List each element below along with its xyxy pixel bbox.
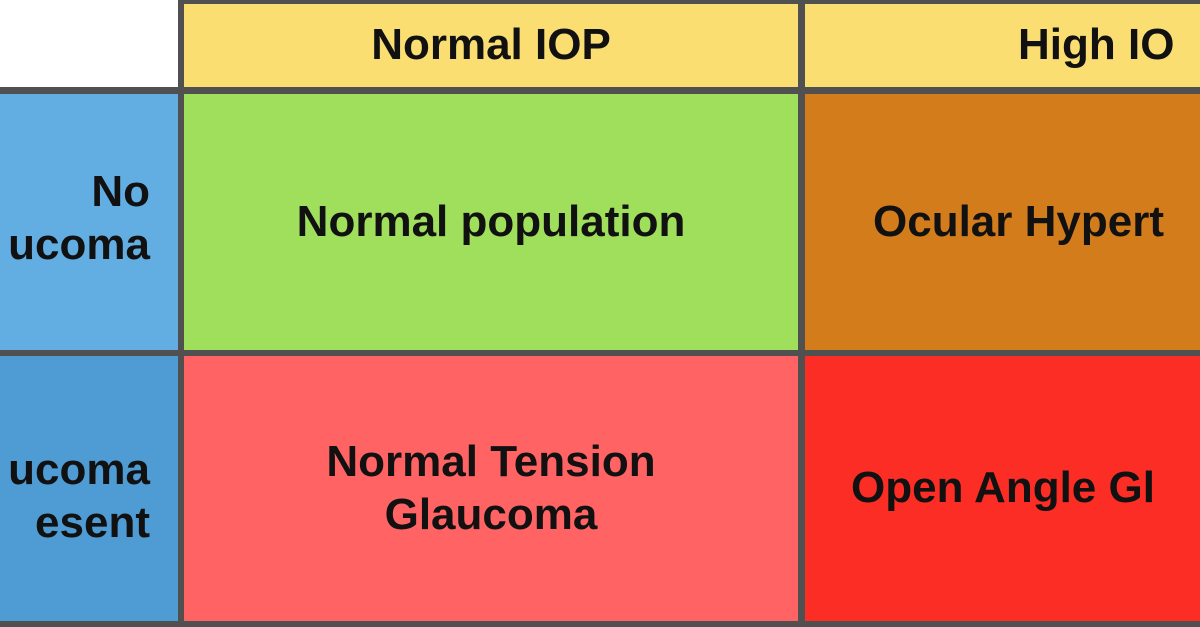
cell-label: Normal population	[296, 196, 686, 246]
column-header-label: Normal IOP	[371, 20, 611, 70]
row-header-line: No	[91, 167, 150, 216]
row-header-line: ucoma	[8, 445, 150, 494]
cell-label-line: Normal Tension	[326, 436, 656, 486]
cell-open-angle-glaucoma: Open Angle Gl	[805, 356, 1200, 621]
cell-normal-tension-glaucoma: Normal Tension Glaucoma	[184, 356, 798, 621]
cell-ocular-hypertension: Ocular Hypert	[805, 94, 1200, 350]
column-header-label: High IO	[1018, 20, 1175, 70]
row-header-glaucoma-present: ucoma esent	[0, 356, 178, 621]
corner-cell	[0, 0, 178, 87]
column-header-high-iop: High IO	[805, 4, 1200, 87]
cell-label-line: Glaucoma	[384, 489, 598, 539]
cell-label: Ocular Hypert	[873, 196, 1164, 246]
row-header-line: esent	[35, 497, 150, 547]
row-header-no-glaucoma: No ucoma	[0, 94, 178, 350]
cell-label: Open Angle Gl	[851, 463, 1155, 513]
column-header-normal-iop: Normal IOP	[184, 4, 798, 87]
cell-normal-population: Normal population	[184, 94, 798, 350]
row-header-line: ucoma	[8, 219, 150, 269]
